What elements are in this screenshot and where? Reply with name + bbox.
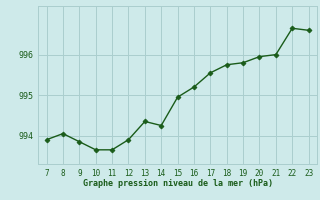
X-axis label: Graphe pression niveau de la mer (hPa): Graphe pression niveau de la mer (hPa) [83, 179, 273, 188]
